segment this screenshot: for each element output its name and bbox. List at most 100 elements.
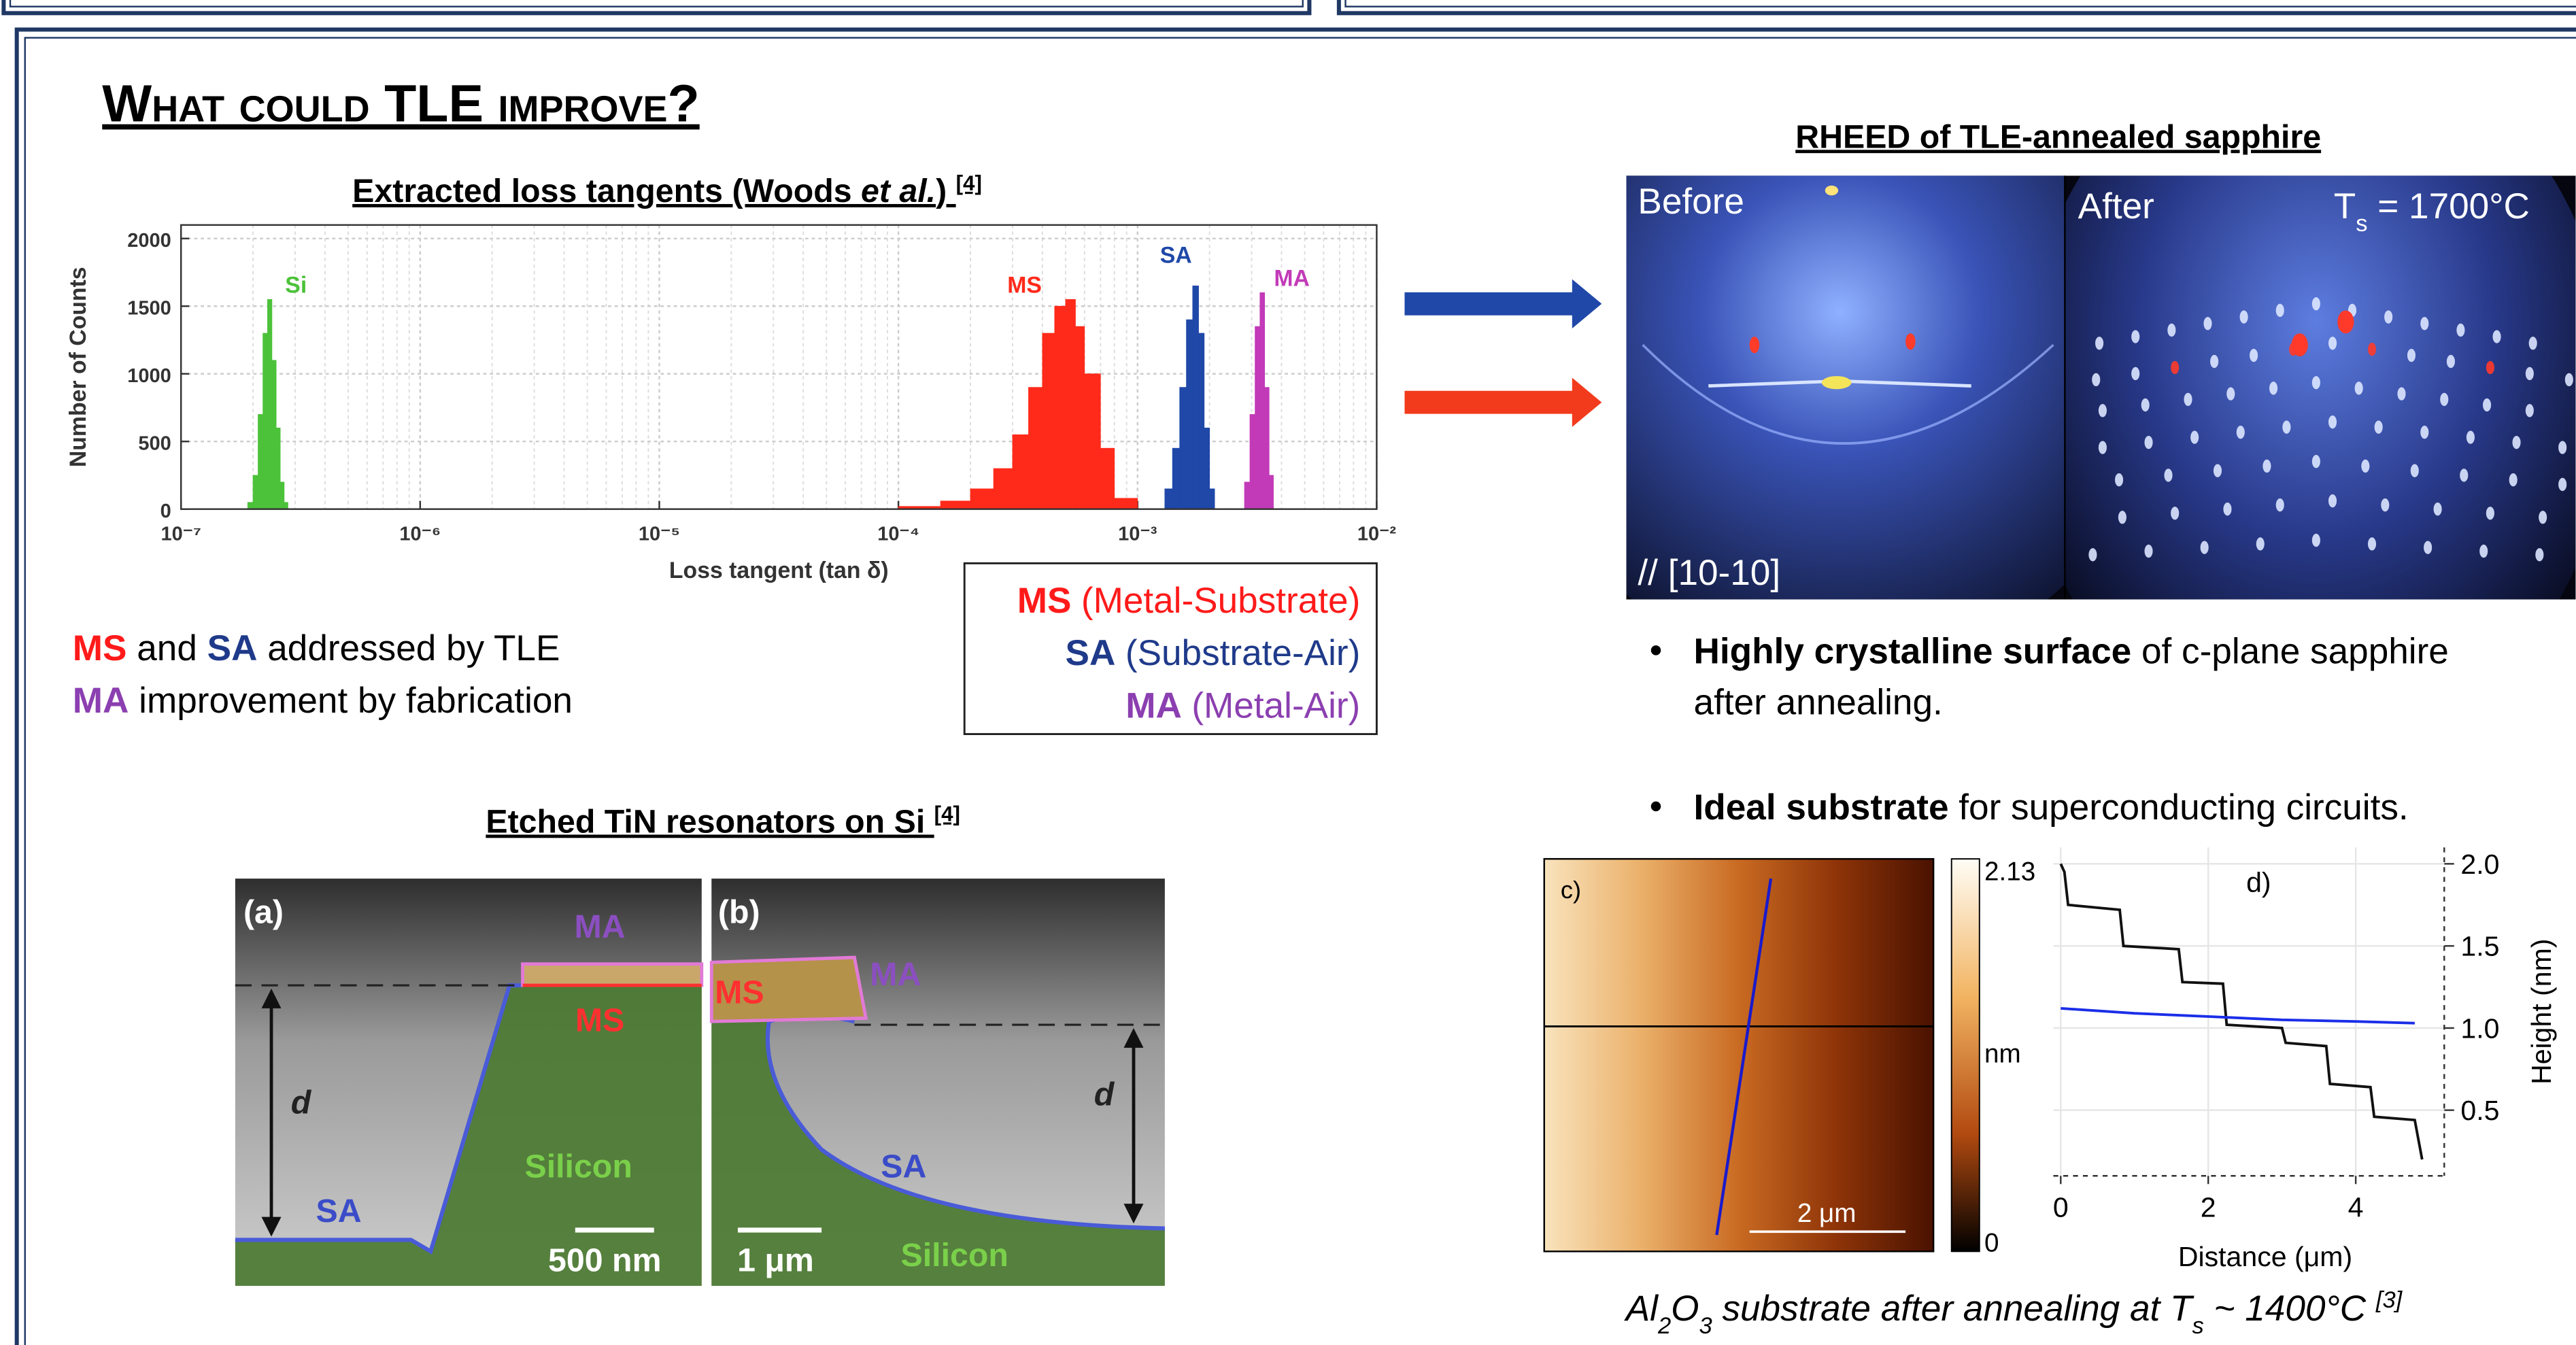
bar bbox=[284, 503, 288, 509]
diffraction-spot bbox=[2361, 460, 2369, 473]
text-run: 2 bbox=[1657, 1313, 1671, 1339]
y-tick-label: 2.0 bbox=[2460, 849, 2499, 880]
diffraction-spot bbox=[2467, 430, 2475, 443]
y-tick-label: 1.0 bbox=[2460, 1012, 2499, 1044]
height-profile: 0240.51.01.52.0d)Distance (μm)Height (nm… bbox=[2053, 847, 2557, 1272]
diffraction-spot bbox=[2144, 545, 2152, 558]
bar bbox=[1260, 292, 1265, 509]
label: SA bbox=[881, 1148, 926, 1185]
label: (a) bbox=[243, 893, 284, 930]
diffraction-spot bbox=[2276, 498, 2284, 511]
legend-entry: SA(Substrate-Air) bbox=[1066, 633, 1361, 673]
diffraction-spot bbox=[2328, 494, 2337, 507]
diffraction-spot bbox=[2486, 507, 2494, 520]
bar bbox=[267, 299, 271, 509]
diffraction-spot bbox=[2171, 507, 2179, 520]
diffraction-spot bbox=[2512, 436, 2520, 449]
bar bbox=[1210, 489, 1215, 509]
y-axis-label: Height (nm) bbox=[2526, 939, 2557, 1085]
diffraction-spot bbox=[2184, 393, 2192, 406]
text-run: Extracted loss tangents (Woods bbox=[352, 173, 861, 209]
bar bbox=[994, 469, 1013, 509]
text-run: O bbox=[1671, 1289, 1699, 1329]
bar bbox=[1013, 435, 1029, 509]
bar bbox=[276, 428, 280, 509]
bar bbox=[1265, 388, 1270, 509]
x-tick-label: 10⁻⁵ bbox=[639, 524, 680, 545]
diffraction-spot bbox=[2099, 404, 2107, 417]
diffraction-spot bbox=[2203, 317, 2211, 330]
diffraction-spot bbox=[2167, 324, 2175, 337]
label: Before bbox=[1638, 182, 1744, 222]
diffraction-spot bbox=[2526, 367, 2534, 380]
diffraction-spot bbox=[2131, 330, 2139, 343]
heading: What could TLE improve? bbox=[102, 75, 699, 133]
x-tick-label: 10⁻⁶ bbox=[399, 524, 441, 545]
diffraction-spot bbox=[2312, 455, 2320, 468]
bar bbox=[1172, 448, 1180, 509]
bar bbox=[1255, 326, 1260, 509]
arrow bbox=[1404, 279, 1601, 328]
panel-label: d) bbox=[2246, 866, 2271, 898]
text-run: MA bbox=[73, 681, 129, 721]
diffraction-spot bbox=[2381, 498, 2389, 511]
diffraction-spot bbox=[2420, 317, 2428, 330]
bar bbox=[1165, 489, 1172, 509]
text-run: [3] bbox=[2375, 1287, 2403, 1313]
diffraction-spot bbox=[2355, 381, 2363, 394]
legend-abbr: SA bbox=[1066, 633, 1116, 673]
diffraction-spot bbox=[2292, 333, 2308, 356]
colorbar-label: 2.13 bbox=[1984, 857, 2035, 887]
sem-image-a: (a) MA MS d Silicon SA 500 nm bbox=[235, 879, 702, 1286]
chart-title: Extracted loss tangents (Woods et al.) [… bbox=[352, 171, 982, 210]
legend-entry: MS(Metal-Substrate) bbox=[1017, 581, 1361, 621]
bullet-dot bbox=[1651, 645, 1661, 655]
diffraction-spot bbox=[2250, 349, 2258, 362]
bar bbox=[1187, 320, 1193, 509]
colorbar-label: 0 bbox=[1984, 1228, 1999, 1257]
bar bbox=[263, 333, 268, 509]
diffraction-spot bbox=[2312, 297, 2320, 310]
text-run: [4] bbox=[956, 171, 982, 195]
x-axis-label: Loss tangent (tan δ) bbox=[669, 558, 889, 583]
x-tick-label: 4 bbox=[2348, 1192, 2364, 1223]
series-label: SA bbox=[1160, 243, 1192, 269]
afm-image: c) 2 μm 2.13 nm 0 bbox=[1544, 857, 2035, 1258]
label: MA bbox=[574, 908, 625, 945]
diffraction-spot bbox=[2312, 376, 2320, 389]
bar bbox=[1043, 333, 1055, 509]
diffraction-spot bbox=[2493, 330, 2501, 343]
diffraction-spot bbox=[2328, 337, 2337, 350]
series-label: MS bbox=[1007, 273, 1042, 299]
label: d bbox=[291, 1084, 312, 1121]
bar bbox=[1269, 475, 1273, 509]
x-tick-label: 2 bbox=[2201, 1192, 2216, 1223]
label: c) bbox=[1561, 876, 1581, 904]
diffraction-spot bbox=[2529, 337, 2537, 350]
x-tick-label: 10⁻² bbox=[1357, 524, 1397, 545]
y-axis-label: Number of Counts bbox=[65, 267, 91, 467]
text-run: addressed by TLE bbox=[257, 628, 560, 668]
note: MA improvement by fabrication bbox=[73, 681, 573, 721]
label: // [10-10] bbox=[1638, 553, 1780, 593]
bullet-bold: Ideal substrate bbox=[1694, 787, 1949, 828]
text-run: substrate after annealing at T bbox=[1712, 1289, 2194, 1329]
bar bbox=[1115, 498, 1138, 509]
bullet-dot bbox=[1651, 802, 1661, 811]
diffraction-spot bbox=[2088, 548, 2097, 561]
bullet-bold: Highly crystalline surface bbox=[1694, 632, 2132, 672]
text-run: ) bbox=[936, 173, 956, 209]
section-title: RHEED of TLE-annealed sapphire bbox=[1795, 118, 2321, 155]
bar bbox=[280, 482, 284, 509]
label: SA bbox=[316, 1193, 362, 1229]
y-tick-label: 1500 bbox=[127, 297, 171, 319]
legend-desc: (Metal-Substrate) bbox=[1081, 581, 1360, 621]
diffraction-spot bbox=[2565, 373, 2573, 386]
diffraction-spot bbox=[2099, 441, 2107, 454]
label: Silicon bbox=[901, 1237, 1009, 1274]
diffraction-spot bbox=[2535, 548, 2543, 561]
bar bbox=[970, 489, 994, 509]
diffraction-spot bbox=[2558, 441, 2566, 454]
diffraction-spot bbox=[2269, 381, 2277, 394]
diffraction-spot bbox=[2131, 367, 2139, 380]
